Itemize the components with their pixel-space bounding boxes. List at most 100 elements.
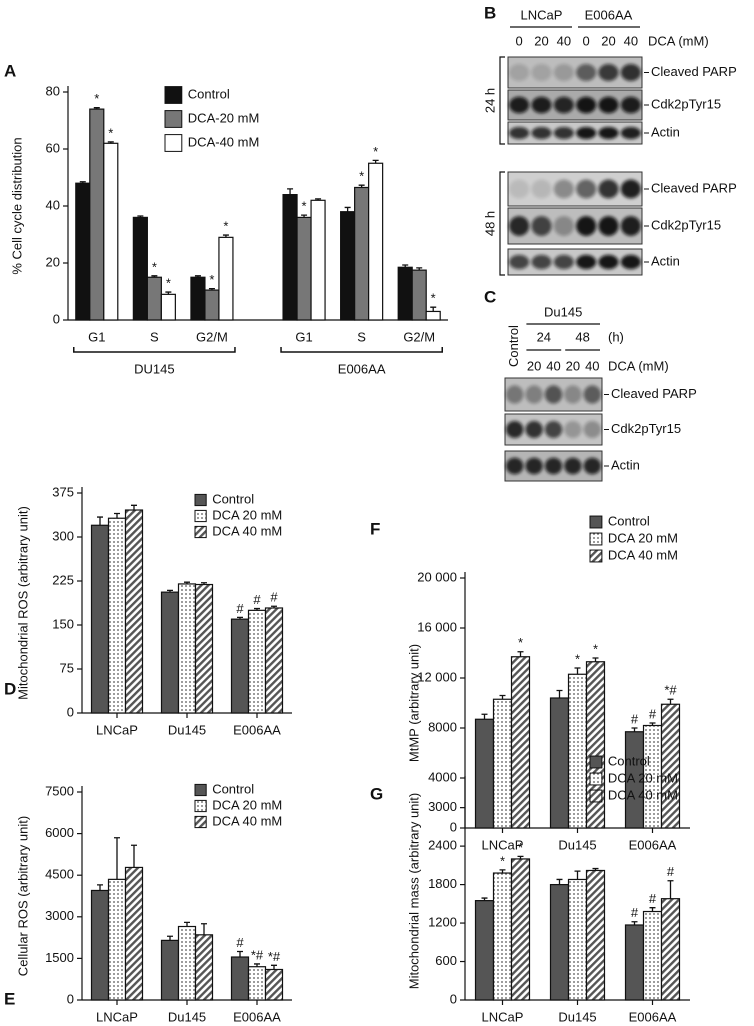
bar [474,900,495,1001]
significance-mark: * [223,219,228,234]
x-tick-label: Du145 [558,1009,596,1024]
blot-band [531,216,552,236]
dose-label: 40 [557,33,571,48]
y-tick-label: 8000 [428,719,457,734]
legend-label: Control [212,491,254,506]
bar [132,216,148,321]
blot-strip [507,89,643,121]
blot-band [553,254,574,270]
y-axis-label: Mitochondrial mass (arbitrary unit) [406,793,421,990]
band-label: Cleaved PARP [651,180,737,195]
error-bar [556,878,563,885]
bar [146,276,162,321]
x-tick-label: LNCaP [96,722,138,737]
blot-band [598,179,619,199]
error-bar [167,935,173,941]
y-tick-label: 600 [435,953,457,968]
blot-band [509,254,530,270]
y-tick-label: 4000 [428,769,457,784]
y-axis-label: Mitochondrial ROS (arbitrary unit) [15,506,30,700]
legend-label: DCA-40 mM [188,134,260,149]
x-tick-label: Du145 [168,722,206,737]
blot-band [525,420,543,439]
bar [567,673,588,829]
panel-label: A [4,61,16,80]
legend-swatch [589,755,603,769]
y-tick-label: 0 [450,819,457,834]
dose-label: 0 [583,33,590,48]
significance-mark: * [359,169,364,184]
legend-label: DCA-20 mM [188,110,260,125]
bar [247,966,267,1001]
bar [296,216,312,321]
legend-label: DCA 40 mM [608,787,678,802]
bar [411,269,427,321]
y-tick-label: 0 [67,704,74,719]
blot-band [509,179,530,199]
dose-label: 40 [585,358,599,373]
dose-label: 40 [546,358,560,373]
group-label: E006AA [338,361,386,376]
legend-swatch [194,799,207,813]
legend-swatch [164,134,183,152]
bar [264,968,284,1001]
error-bar [97,884,103,891]
significance-mark: # [649,706,657,721]
bar [492,698,513,829]
band-label: Actin [611,457,640,472]
blot-band [564,457,582,475]
legend-label: Control [608,753,650,768]
significance-mark: * [166,276,171,291]
significance-mark: # [631,905,639,920]
error-bar [201,923,207,935]
blot-band [620,254,641,270]
significance-mark: # [667,864,675,879]
blot-band [620,63,641,82]
blot-band [509,96,530,114]
blot-band [531,96,552,114]
time-label: 48 h [482,211,497,236]
band-label: Actin [651,124,680,139]
bar [194,583,214,714]
y-tick-label: 4500 [45,867,74,882]
group-bracket [280,347,443,353]
dose-unit-label: DCA (mM) [648,33,709,48]
y-axis-label: Cellular ROS (arbitrary unit) [15,816,30,976]
y-axis-label: % Cell cycle distribution [9,137,24,274]
panel-label: E [4,989,15,1008]
band-label: Cdk2pTyr15 [651,96,721,111]
bar [107,878,127,1001]
x-tick-label: E006AA [629,1009,677,1024]
significance-mark: * [431,291,436,306]
blot-band [583,457,602,475]
legend-label: Control [188,86,230,101]
y-tick-label: 225 [52,572,74,587]
legend-swatch [589,549,603,563]
blot-band [576,254,597,270]
significance-mark: *# [251,947,264,962]
panel-label: D [4,679,16,698]
lane-label: Control [506,325,521,367]
y-tick-label: 80 [46,83,60,98]
x-tick-label: Du145 [558,837,596,852]
significance-mark: * [94,91,99,106]
bar [549,883,570,1001]
bar [510,858,531,1001]
significance-mark: * [518,840,523,855]
error-bar [499,694,506,700]
blot-band [509,63,530,82]
legend-swatch [194,493,207,507]
bar [107,517,127,714]
bar [190,276,206,321]
blot-band [553,96,574,114]
cell-line-label: Du145 [544,304,582,319]
bar [264,607,284,714]
bar [230,956,250,1001]
bar [90,524,110,714]
legend-swatch [164,86,183,104]
significance-mark: * [593,641,598,656]
error-bar [97,516,103,526]
bar [585,869,606,1001]
blot-band [531,126,552,140]
significance-mark: # [649,891,657,906]
